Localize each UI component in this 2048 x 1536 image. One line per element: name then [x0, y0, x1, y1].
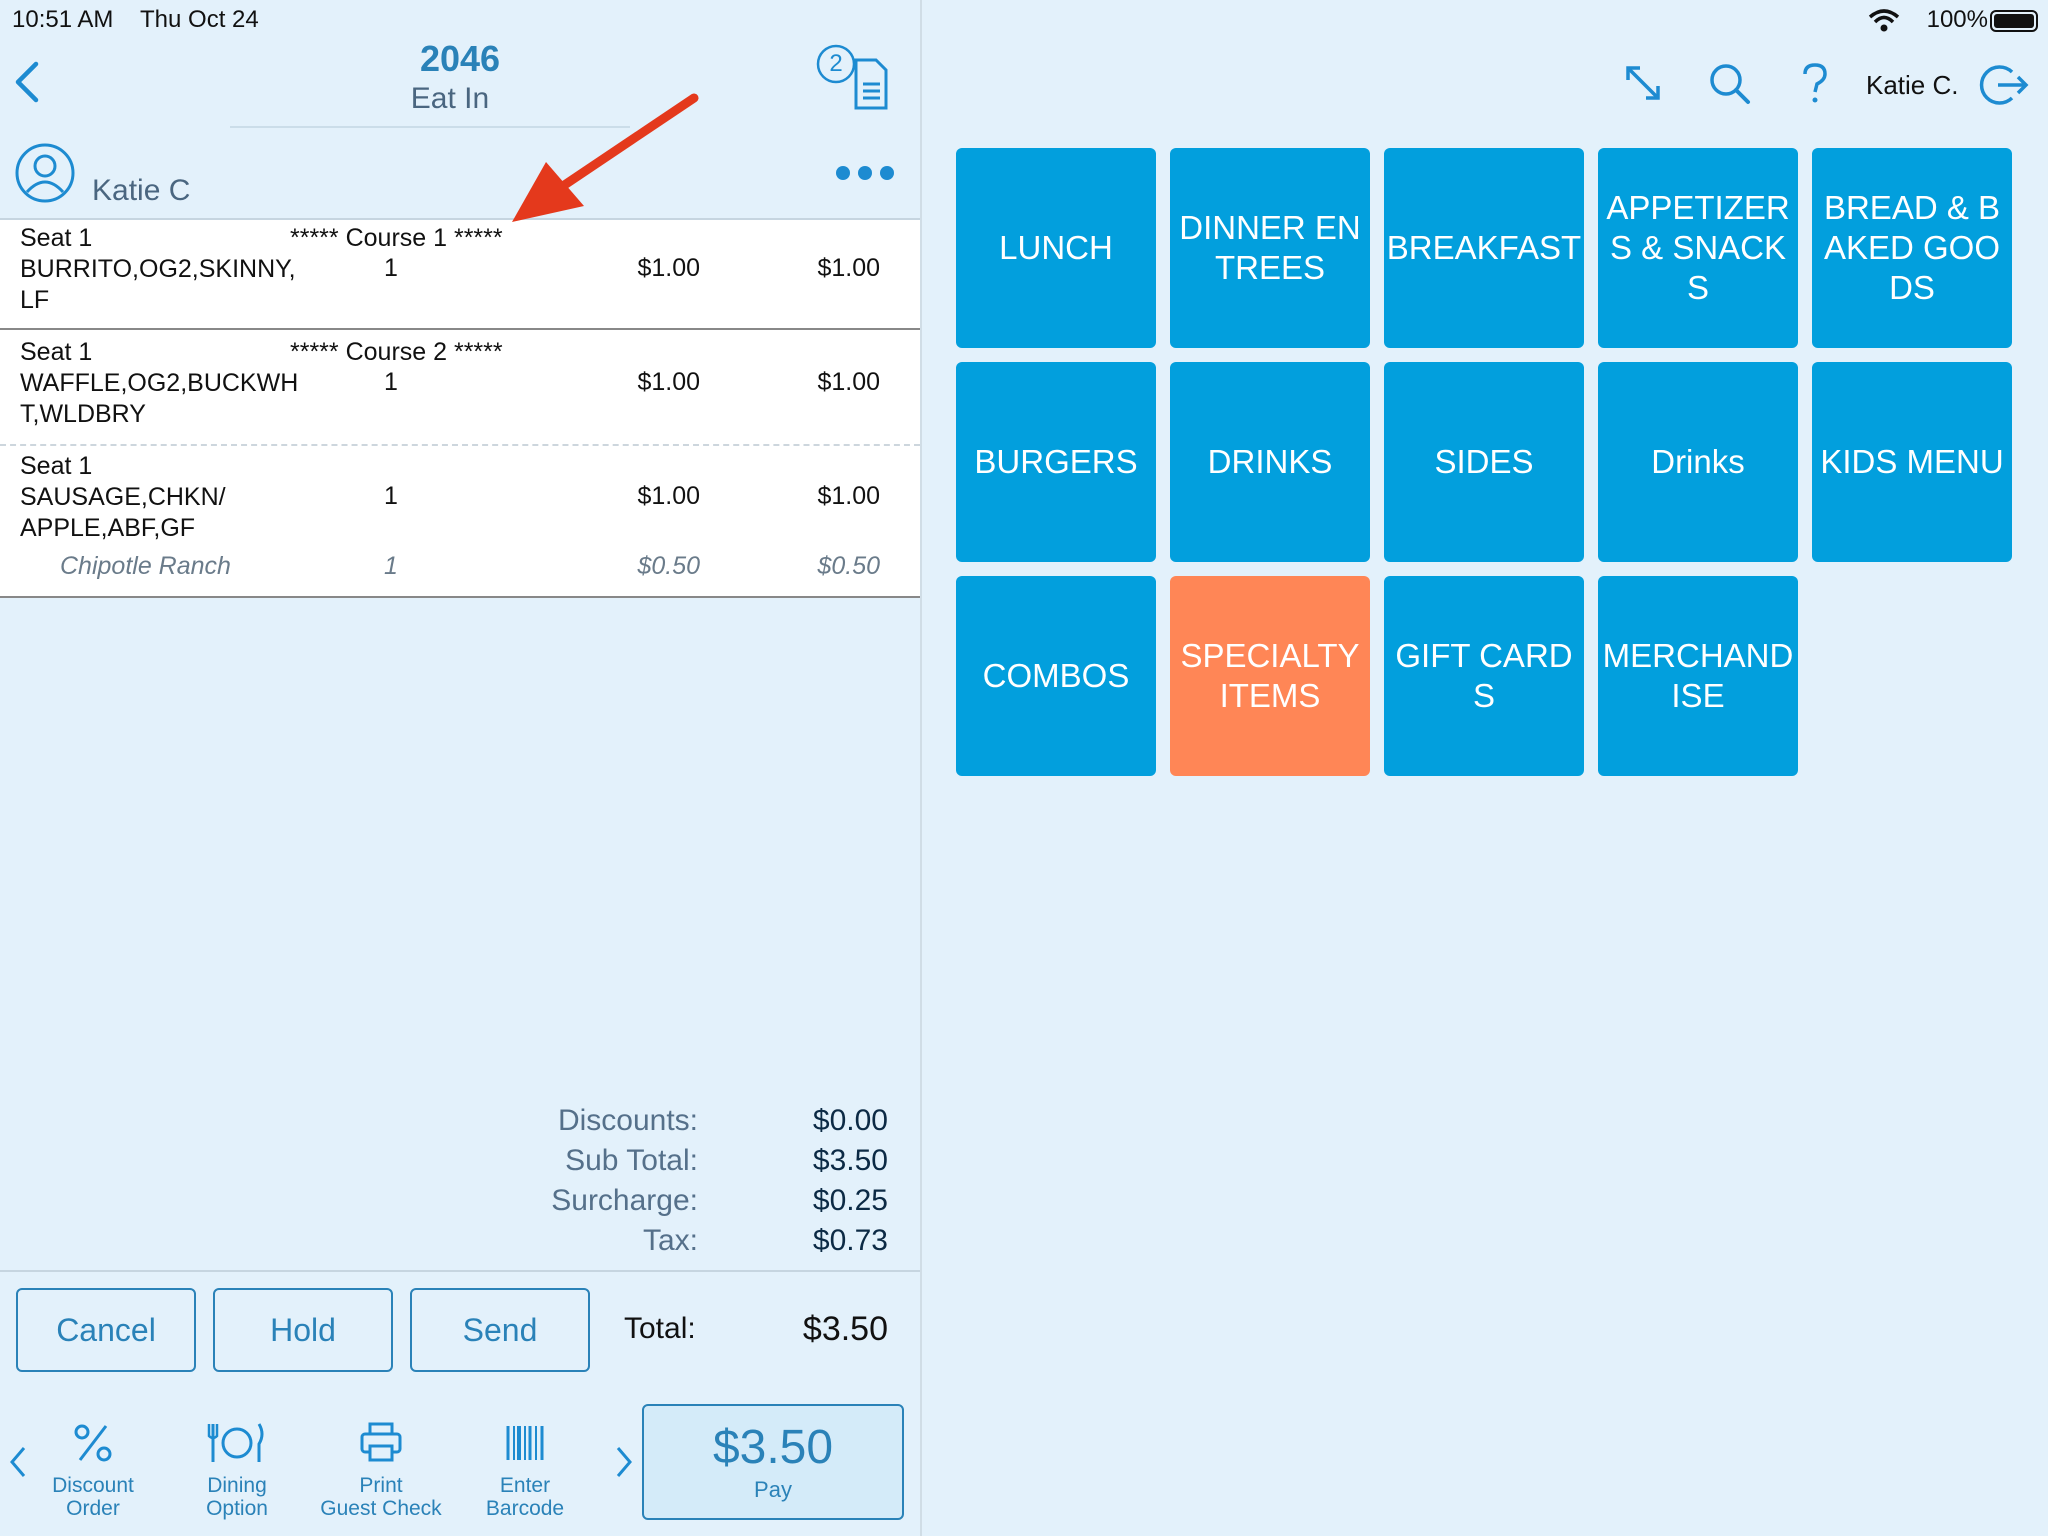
category-breakfast-tile[interactable]: BREAKFAST [1384, 148, 1584, 348]
item-price: $1.00 [637, 368, 700, 396]
badge-count: 2 [829, 50, 843, 77]
order-number: 2046 [419, 38, 501, 79]
item-price: $1.00 [637, 254, 700, 282]
tool-label: Order [66, 1497, 120, 1520]
expand-icon[interactable] [1622, 62, 1664, 104]
subtotal-value: $3.50 [812, 1144, 888, 1177]
item-total: $1.00 [817, 482, 880, 510]
row-divider [0, 444, 920, 446]
tool-label: Guest Check [320, 1497, 442, 1520]
more-options-icon[interactable] [836, 166, 902, 185]
percent-icon [74, 1424, 112, 1462]
toolbar-prev-chevron-icon[interactable] [6, 1444, 30, 1480]
modifier-qty: 1 [384, 552, 398, 580]
category-combos-tile[interactable]: COMBOS [956, 576, 1156, 776]
tool-label: Dining [207, 1474, 267, 1497]
item-price: $1.00 [637, 482, 700, 510]
item-qty: 1 [384, 254, 398, 282]
printer-icon [360, 1422, 402, 1462]
pay-button[interactable]: $3.50 Pay [642, 1404, 904, 1520]
row-divider [0, 328, 920, 330]
item-name: WAFFLE,OG2,BUCKWH T,WLDBRY [20, 369, 299, 428]
discounts-value: $0.00 [812, 1104, 888, 1137]
modifier-price: $0.50 [637, 552, 700, 580]
tool-label: Option [206, 1497, 268, 1520]
seat-label: Seat 1 [20, 338, 93, 366]
modifier-total: $0.50 [817, 552, 880, 580]
category-appetizers-tile[interactable]: APPETIZERS & SNACKS [1598, 148, 1798, 348]
tool-label: Enter [499, 1474, 551, 1497]
item-qty: 1 [384, 482, 398, 510]
toolbar-next-chevron-icon[interactable] [612, 1444, 636, 1480]
tax-label: Tax: [642, 1224, 698, 1257]
category-kids-menu-tile[interactable]: KIDS MENU [1812, 362, 2012, 562]
guest-avatar-icon[interactable] [14, 142, 76, 204]
battery-percent: 100% [1926, 6, 1988, 33]
item-total: $1.00 [817, 254, 880, 282]
course-label: ***** Course 2 ***** [290, 338, 503, 366]
modifier-name: Chipotle Ranch [60, 552, 231, 580]
wifi-icon [1868, 9, 1900, 32]
category-bread-baked-goods-tile[interactable]: BREAD & BAKED GOODS [1812, 148, 2012, 348]
category-drinks-alt-tile[interactable]: Drinks [1598, 362, 1798, 562]
discount-order-button[interactable]: Discount Order [28, 1420, 158, 1520]
category-merchandise-tile[interactable]: MERCHANDISE [1598, 576, 1798, 776]
user-name: Katie C. [1866, 70, 1959, 100]
guest-name[interactable]: Katie C [92, 174, 191, 207]
category-dinner-entrees-tile[interactable]: DINNER ENTREES [1170, 148, 1370, 348]
total-label: Total: [624, 1312, 696, 1345]
annotation-arrow-icon [512, 93, 699, 222]
item-name: SAUSAGE,CHKN/ APPLE,ABF,GF [20, 483, 226, 542]
enter-barcode-button[interactable]: Enter Barcode [460, 1420, 590, 1520]
barcode-icon [506, 1426, 544, 1460]
course-label: ***** Course 1 ***** [290, 224, 503, 252]
status-time: 10:51 AM [12, 6, 114, 33]
tool-label: Barcode [485, 1497, 565, 1520]
pay-amount: $3.50 [712, 1421, 834, 1474]
pay-label: Pay [754, 1477, 792, 1502]
guest-check-badge-button[interactable]: 2 [814, 44, 894, 114]
item-qty: 1 [384, 368, 398, 396]
tax-value: $0.73 [812, 1224, 888, 1257]
send-button[interactable]: Send [410, 1288, 590, 1372]
search-icon[interactable] [1708, 62, 1752, 106]
surcharge-label: Surcharge: [551, 1184, 698, 1217]
total-value: $3.50 [802, 1310, 888, 1348]
seat-label: Seat 1 [20, 452, 93, 480]
tool-label: Print [359, 1474, 403, 1497]
cancel-button[interactable]: Cancel [16, 1288, 196, 1372]
category-sides-tile[interactable]: SIDES [1384, 362, 1584, 562]
discounts-label: Discounts: [557, 1104, 698, 1137]
subtotal-label: Sub Total: [565, 1144, 698, 1177]
item-total: $1.00 [817, 368, 880, 396]
order-items-list: Seat 1 ***** Course 1 ***** BURRITO,OG2,… [0, 218, 920, 598]
category-drinks-tile[interactable]: DRINKS [1170, 362, 1370, 562]
logout-icon[interactable] [1978, 62, 2030, 108]
tool-label: Discount [52, 1474, 134, 1497]
document-icon [816, 44, 888, 110]
panel-divider [920, 0, 922, 1536]
surcharge-value: $0.25 [812, 1184, 888, 1217]
back-chevron-icon[interactable] [12, 60, 42, 104]
category-gift-cards-tile[interactable]: GIFT CARDS [1384, 576, 1584, 776]
category-lunch-tile[interactable]: LUNCH [956, 148, 1156, 348]
category-specialty-items-tile[interactable]: SPECIALTY ITEMS [1170, 576, 1370, 776]
print-guest-check-button[interactable]: Print Guest Check [316, 1420, 446, 1520]
help-icon[interactable] [1800, 62, 1830, 106]
item-name: BURRITO,OG2,SKINNY, LF [20, 255, 296, 314]
dining-option-button[interactable]: Dining Option [172, 1420, 302, 1520]
header-divider [230, 126, 630, 128]
hold-button[interactable]: Hold [213, 1288, 393, 1372]
category-burgers-tile[interactable]: BURGERS [956, 362, 1156, 562]
seat-label: Seat 1 [20, 224, 93, 252]
dining-icon [207, 1423, 264, 1462]
totals-divider [0, 1270, 920, 1272]
battery-icon [1990, 10, 2038, 32]
order-type[interactable]: Eat In [410, 82, 490, 115]
status-date: Thu Oct 24 [140, 6, 259, 33]
